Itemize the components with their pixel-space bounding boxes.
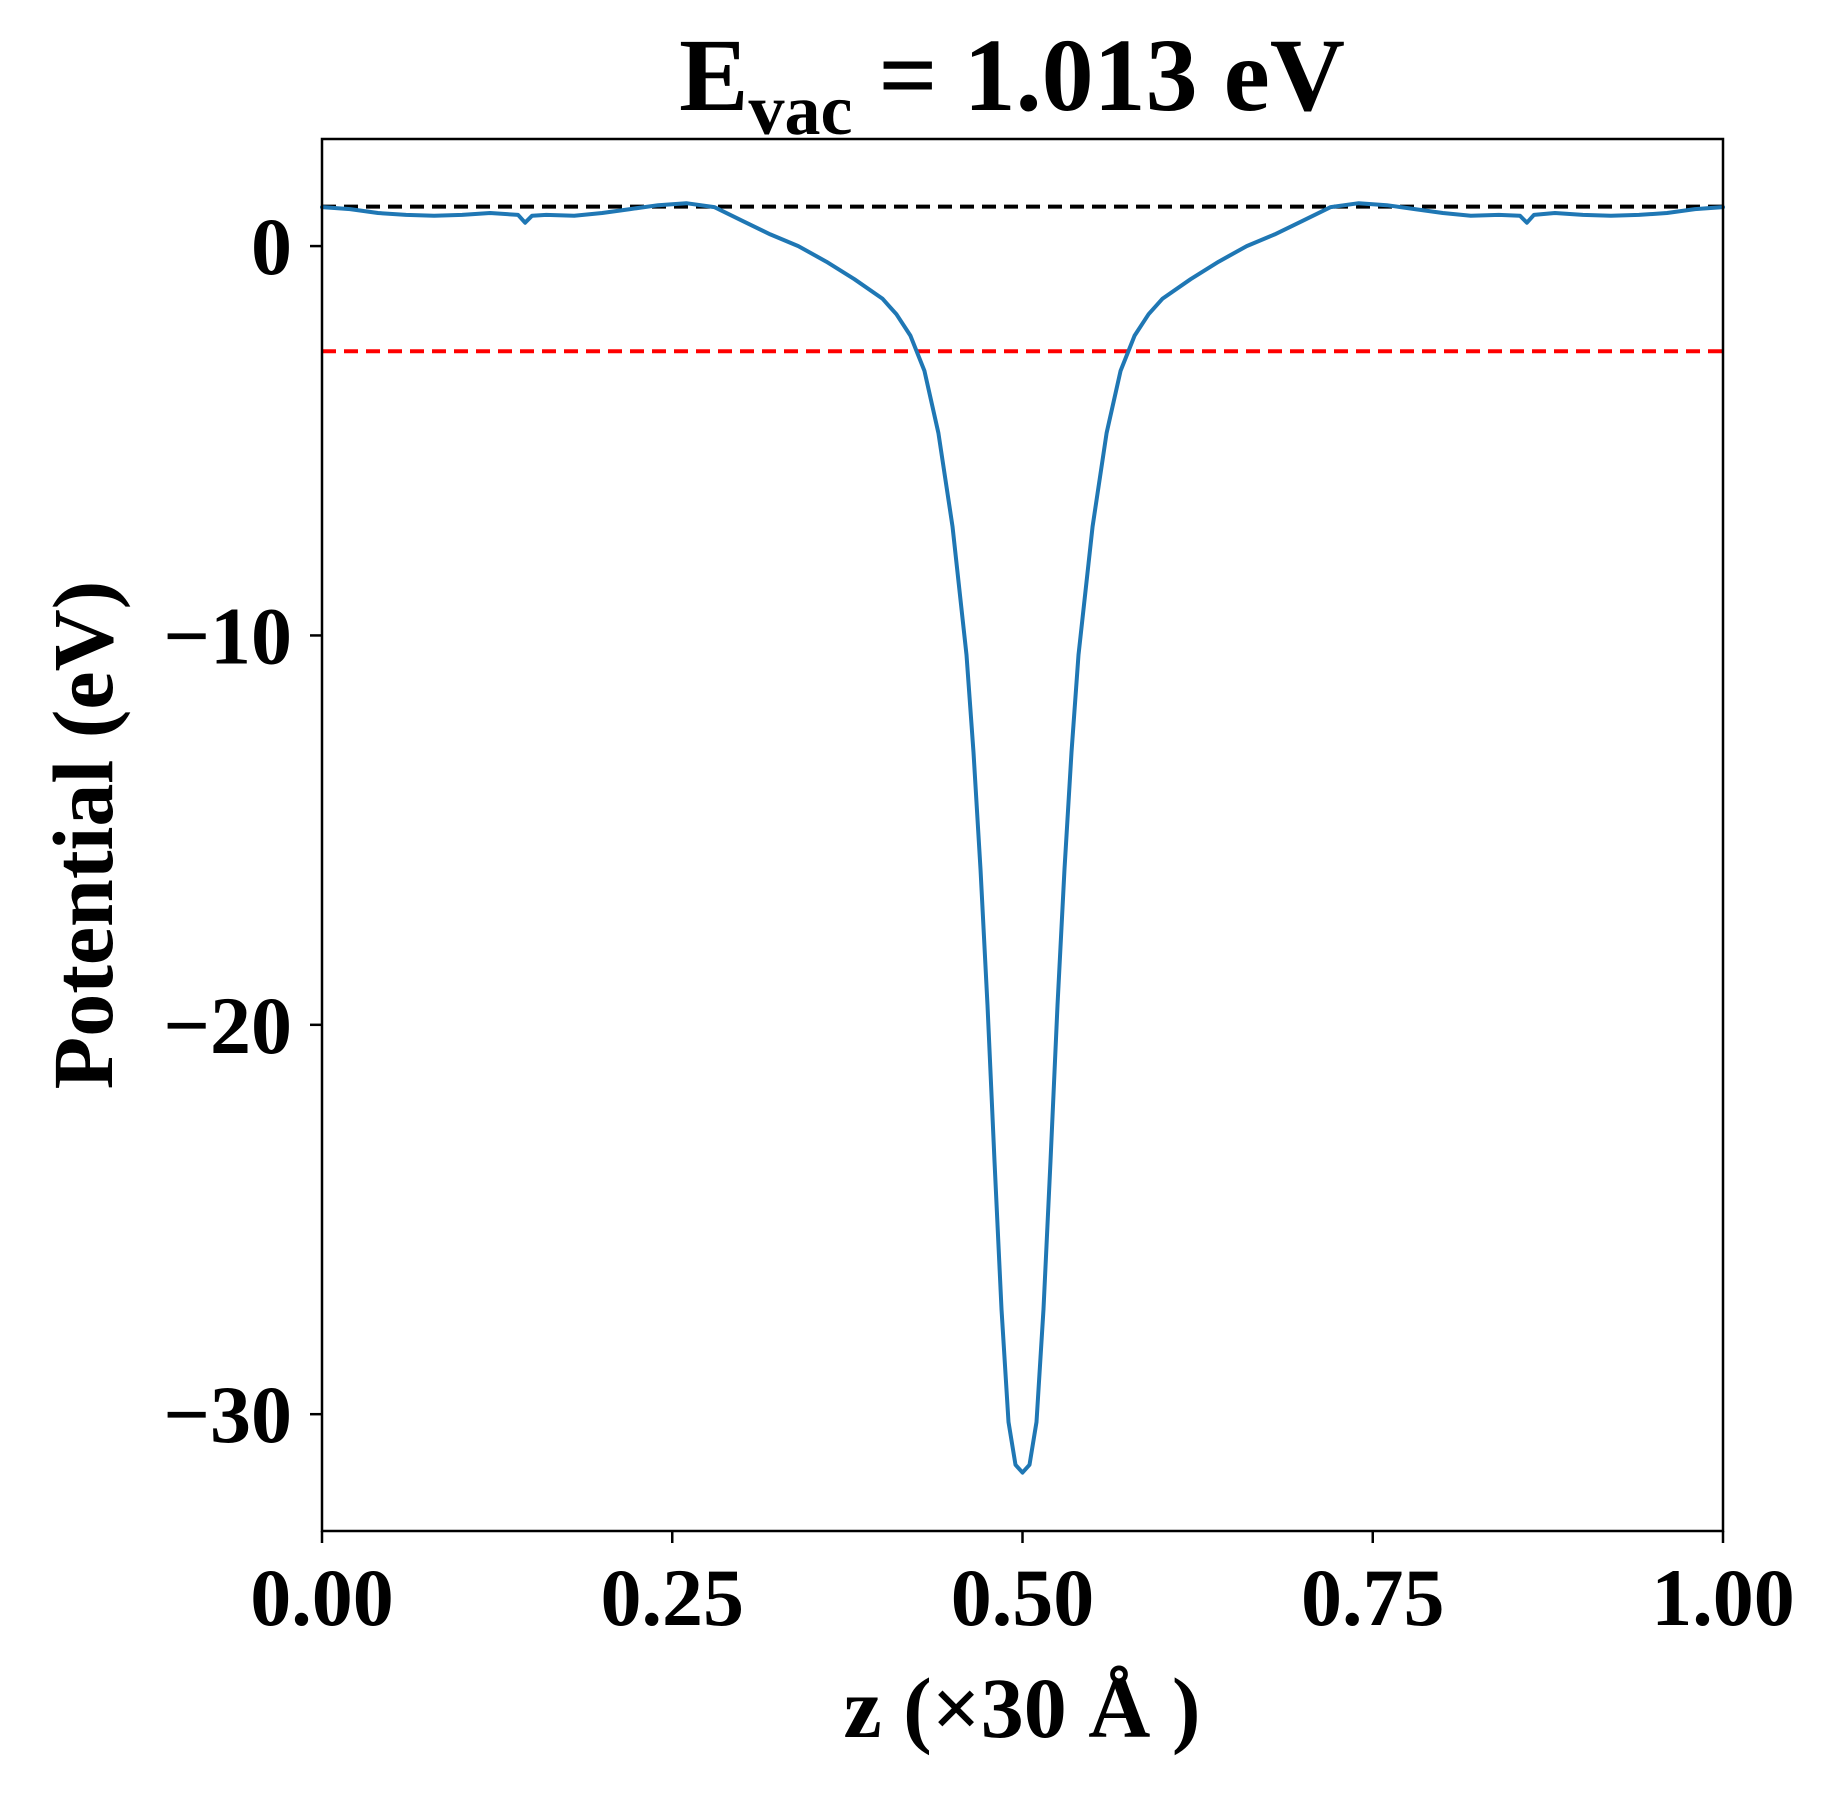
x-tick-label: 0.50 bbox=[951, 1552, 1095, 1643]
x-tick-label: 1.00 bbox=[1651, 1552, 1795, 1643]
y-tick-label: −20 bbox=[163, 980, 292, 1071]
y-axis-title: Potential (eV) bbox=[35, 581, 131, 1090]
x-axis-title: z (×30 Å ) bbox=[843, 1660, 1200, 1756]
reference-lines bbox=[322, 204, 1723, 354]
chart-title-rest: = 1.013 eV bbox=[852, 18, 1345, 133]
x-tick-label: 0.25 bbox=[601, 1552, 745, 1643]
series-layer bbox=[320, 201, 1725, 1475]
series-line-0 bbox=[320, 201, 1725, 1475]
y-axis-ticks: 0 −10 −20 −30 bbox=[163, 201, 322, 1460]
x-tick-label: 0.00 bbox=[250, 1552, 394, 1643]
x-tick-label: 0.75 bbox=[1301, 1552, 1445, 1643]
y-tick-label: −30 bbox=[163, 1369, 292, 1460]
chart-title-main: E bbox=[679, 18, 748, 133]
chart-title: Evac = 1.013 eV bbox=[679, 18, 1345, 150]
x-axis-ticks: 0.00 0.25 0.50 0.75 1.00 bbox=[250, 1531, 1795, 1643]
y-tick-label: 0 bbox=[251, 201, 292, 292]
y-tick-label: −10 bbox=[163, 590, 292, 681]
chart-title-subscript: vac bbox=[748, 70, 852, 150]
